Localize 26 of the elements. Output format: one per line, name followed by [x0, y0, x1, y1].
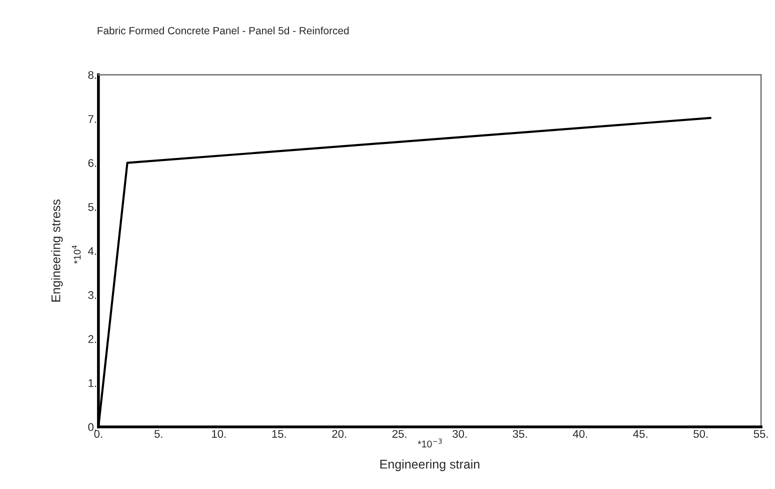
x-tick-label: 35. [512, 430, 527, 438]
y-tick-label: 0. [88, 423, 96, 432]
y-tick-label: 1. [88, 379, 96, 387]
x-tick-label: 45. [633, 430, 648, 438]
x-tick-label: 20. [332, 430, 346, 438]
y-tick-label: 3. [88, 291, 96, 299]
text: *10$^{−3}$ [418, 438, 442, 448]
y-tick-label: 5. [88, 203, 96, 211]
x-tick-label: 15. [272, 430, 286, 438]
x-tick-label: 50. [694, 430, 708, 438]
x-tick-label: 0. [94, 430, 102, 438]
y-tick-label: 2. [88, 335, 96, 343]
y-tick-label: 8. [88, 71, 96, 79]
x-axis-title: Engineering strain [380, 459, 480, 472]
y-tick-label: 7. [88, 115, 96, 123]
chart-title: Fabric Formed Concrete Panel - Panel 5d - Reinforced [98, 26, 349, 34]
y-tick-label: 4. [88, 247, 96, 255]
x-tick-label: 25. [392, 430, 406, 438]
x-tick-label: 40. [572, 430, 588, 438]
x-tick-label: 30. [452, 430, 467, 438]
x-tick-label: 55. [754, 430, 768, 438]
x-tick-label: 5. [154, 430, 162, 438]
y-tick-label: 6. [88, 159, 96, 167]
x-tick-label: 10. [212, 430, 226, 438]
text: *10$^{4}$ [72, 245, 81, 264]
y-axis-title: Engineering stress [51, 200, 63, 302]
